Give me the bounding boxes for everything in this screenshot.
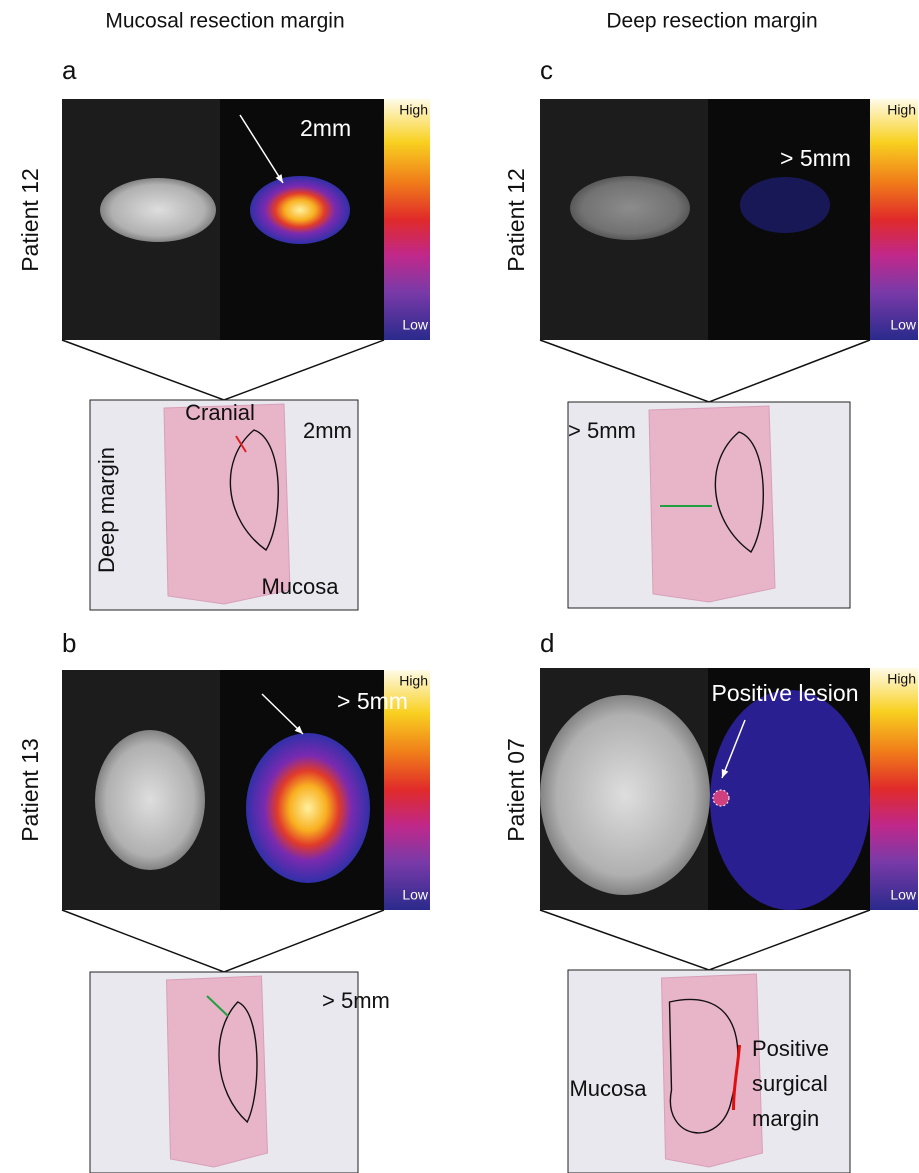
tissue-section (660, 973, 764, 1168)
histology-label: Cranial (185, 400, 255, 425)
colorbar-high: High (887, 671, 916, 687)
zoom-lines (539, 339, 871, 403)
panel-letter: a (62, 55, 77, 85)
fluorescence-annotation: Positive lesion (711, 680, 858, 706)
arrow-head (275, 174, 283, 183)
arrow (261, 693, 304, 735)
histology-label: Mucosa (261, 574, 339, 599)
tumor-outline (714, 431, 764, 554)
fluorescence-annotation: > 5mm (780, 145, 851, 171)
arrow (721, 719, 746, 779)
fluorescence-signal (740, 177, 830, 233)
histology-label: > 5mm (568, 418, 636, 443)
specimen (95, 730, 205, 870)
histology-label: Mucosa (569, 1076, 647, 1101)
margin-arrow (206, 995, 229, 1017)
margin-arrow (235, 435, 247, 453)
zoom-lines (61, 909, 385, 973)
arrow-head (721, 769, 729, 778)
tissue-section (165, 975, 269, 1168)
tissue-section (648, 405, 776, 603)
patient-label: Patient 13 (17, 738, 43, 842)
fluorescence-signal (246, 733, 370, 883)
zoom-lines (61, 339, 385, 401)
tumor-outline (218, 1001, 258, 1124)
colorbar-high: High (887, 102, 916, 118)
fluorescence-signal (250, 176, 350, 244)
colorbar-low: Low (402, 317, 429, 333)
colorbar-high: High (399, 102, 428, 118)
patient-label: Patient 12 (503, 168, 529, 272)
histology-label: 2mm (303, 418, 352, 443)
specimen (570, 176, 690, 240)
colorbar (384, 99, 430, 340)
histology-label: > 5mm (322, 988, 390, 1013)
column-header: Deep resection margin (606, 10, 817, 33)
tumor-outline (668, 998, 739, 1134)
fluorescence-signal (710, 690, 870, 910)
tissue-section (163, 403, 291, 605)
colorbar-low: Low (890, 317, 917, 333)
histology-label: Deep margin (94, 447, 119, 573)
zoom-lines (539, 909, 871, 971)
colorbar-low: Low (890, 887, 917, 903)
patient-label: Patient 12 (17, 168, 43, 272)
arrow (239, 114, 284, 184)
fluorescence-annotation: > 5mm (337, 688, 408, 714)
fluorescence-annotation: 2mm (300, 115, 351, 141)
colorbar (384, 670, 430, 910)
colorbar-high: High (399, 673, 428, 689)
patient-label: Patient 07 (503, 738, 529, 842)
arrow-head (294, 725, 303, 734)
panel-letter: d (540, 628, 554, 658)
panel-letter: b (62, 628, 76, 658)
specimen (100, 178, 216, 242)
histology-label: margin (752, 1106, 819, 1131)
histology-label: surgical (752, 1071, 828, 1096)
colorbar (870, 668, 918, 910)
positive-margin (732, 1044, 741, 1111)
histology-label: Positive (752, 1036, 829, 1061)
specimen (540, 695, 710, 895)
colorbar (870, 99, 918, 340)
tumor-outline (229, 429, 279, 552)
panel-letter: c (540, 55, 553, 85)
column-header: Mucosal resection margin (105, 10, 344, 33)
positive-lesion (712, 789, 730, 807)
colorbar-low: Low (402, 887, 429, 903)
